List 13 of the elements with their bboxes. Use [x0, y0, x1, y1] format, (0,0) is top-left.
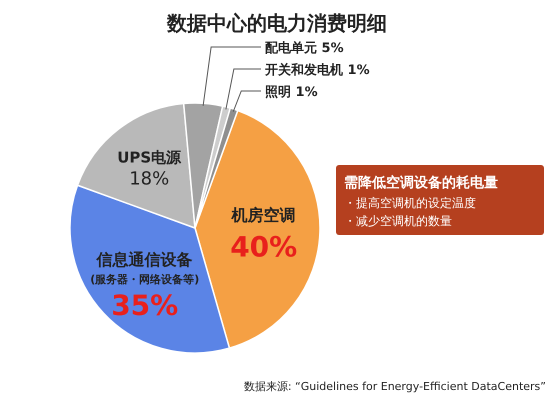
data-label: 40% — [230, 230, 298, 264]
slice-label: 开关和发电机 1% — [264, 62, 370, 78]
slice-label: 照明 1% — [265, 85, 318, 100]
slice-label: 配电单元 5% — [265, 40, 344, 56]
slice-label: 信息通信设备 — [96, 250, 193, 269]
callout: 需降低空调设备的耗电量 ・提高空调机的设定温度 ・减少空调机的数量 — [336, 165, 544, 235]
data-label: 18% — [129, 168, 170, 190]
data-label: 35% — [111, 288, 178, 322]
text: (服务器・网络设备等) — [90, 272, 200, 286]
source-note: 数据来源: “Guidelines for Energy-Efficient DataCenters” — [244, 380, 546, 393]
chart-title: 数据中心的电力消费明细 — [166, 11, 387, 35]
slice-label: UPS电源 — [117, 148, 182, 167]
slice-label: 机房空调 — [230, 205, 296, 224]
